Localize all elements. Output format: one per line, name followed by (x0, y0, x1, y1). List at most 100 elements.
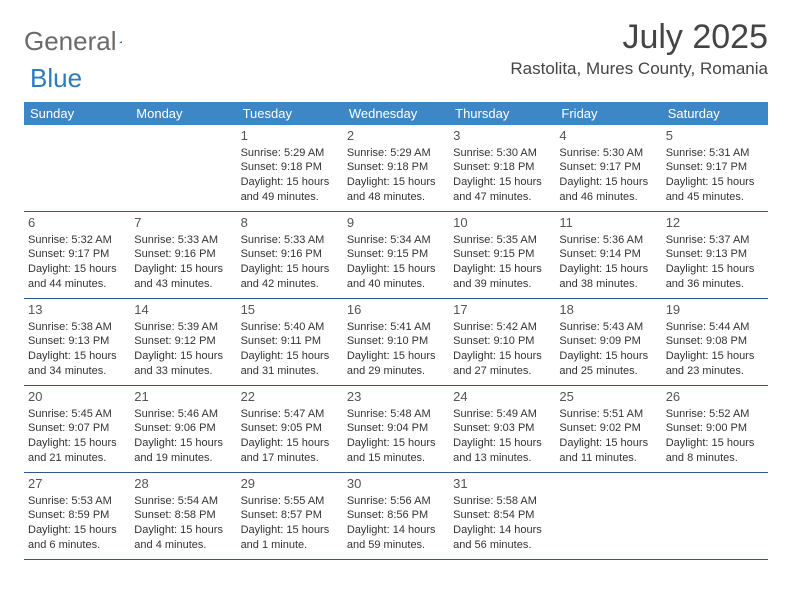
week-row: 27Sunrise: 5:53 AMSunset: 8:59 PM Dayligh… (24, 473, 768, 560)
daylight-line: Daylight: 15 hours and 42 minutes. (241, 262, 339, 292)
sunrise-line: Sunrise: 5:38 AM (28, 320, 126, 335)
weeks-container: 1Sunrise: 5:29 AMSunset: 9:18 PMDaylight… (24, 125, 768, 560)
weekday-cell: Sunday (24, 102, 130, 125)
day-number: 10 (453, 214, 551, 232)
day-number: 22 (241, 388, 339, 406)
day-number: 4 (559, 127, 657, 145)
weekday-cell: Thursday (449, 102, 555, 125)
sunset-line: Sunset: 8:57 PM (241, 508, 339, 523)
daylight-line: Daylight: 15 hours and 13 minutes. (453, 436, 551, 466)
sunset-line: Sunset: 8:56 PM (347, 508, 445, 523)
daylight-line: Daylight: 15 hours and 46 minutes. (559, 175, 657, 205)
day-cell: 13Sunrise: 5:38 AMSunset: 9:13 PMDayligh… (24, 299, 130, 385)
day-number: 11 (559, 214, 657, 232)
day-number: 20 (28, 388, 126, 406)
sunrise-line: Sunrise: 5:30 AM (559, 146, 657, 161)
day-number: 29 (241, 475, 339, 493)
sunset-line: Sunset: 8:59 PM (28, 508, 126, 523)
daylight-line: Daylight: 15 hours and 38 minutes. (559, 262, 657, 292)
day-number: 26 (666, 388, 764, 406)
daylight-line: Daylight: 15 hours and 34 minutes. (28, 349, 126, 379)
day-number: 23 (347, 388, 445, 406)
sunrise-line: Sunrise: 5:29 AM (347, 146, 445, 161)
sunset-line: Sunset: 8:58 PM (134, 508, 232, 523)
sunset-line: Sunset: 9:07 PM (28, 421, 126, 436)
sunrise-line: Sunrise: 5:33 AM (134, 233, 232, 248)
weekday-cell: Tuesday (237, 102, 343, 125)
day-number: 13 (28, 301, 126, 319)
day-cell: 3Sunrise: 5:30 AMSunset: 9:18 PMDaylight… (449, 125, 555, 211)
daylight-line: Daylight: 15 hours and 43 minutes. (134, 262, 232, 292)
sunset-line: Sunset: 9:18 PM (347, 160, 445, 175)
sunrise-line: Sunrise: 5:32 AM (28, 233, 126, 248)
month-title: July 2025 (510, 18, 768, 57)
sunrise-line: Sunrise: 5:33 AM (241, 233, 339, 248)
day-cell: 7Sunrise: 5:33 AMSunset: 9:16 PMDaylight… (130, 212, 236, 298)
sunset-line: Sunset: 9:03 PM (453, 421, 551, 436)
sunset-line: Sunset: 9:18 PM (241, 160, 339, 175)
day-number: 1 (241, 127, 339, 145)
day-cell: 10Sunrise: 5:35 AMSunset: 9:15 PMDayligh… (449, 212, 555, 298)
day-cell: 22Sunrise: 5:47 AMSunset: 9:05 PMDayligh… (237, 386, 343, 472)
sunset-line: Sunset: 9:16 PM (134, 247, 232, 262)
day-cell (662, 473, 768, 559)
daylight-line: Daylight: 15 hours and 8 minutes. (666, 436, 764, 466)
sunset-line: Sunset: 8:54 PM (453, 508, 551, 523)
day-cell: 31Sunrise: 5:58 AMSunset: 8:54 PMDayligh… (449, 473, 555, 559)
sunrise-line: Sunrise: 5:48 AM (347, 407, 445, 422)
sunrise-line: Sunrise: 5:51 AM (559, 407, 657, 422)
weekday-cell: Monday (130, 102, 236, 125)
logo: General (24, 18, 143, 57)
sunset-line: Sunset: 9:09 PM (559, 334, 657, 349)
sunrise-line: Sunrise: 5:58 AM (453, 494, 551, 509)
daylight-line: Daylight: 14 hours and 56 minutes. (453, 523, 551, 553)
sunset-line: Sunset: 9:17 PM (666, 160, 764, 175)
sunset-line: Sunset: 9:10 PM (347, 334, 445, 349)
week-row: 13Sunrise: 5:38 AMSunset: 9:13 PMDayligh… (24, 299, 768, 386)
day-cell: 25Sunrise: 5:51 AMSunset: 9:02 PMDayligh… (555, 386, 661, 472)
daylight-line: Daylight: 15 hours and 4 minutes. (134, 523, 232, 553)
sunset-line: Sunset: 9:12 PM (134, 334, 232, 349)
weekday-cell: Friday (555, 102, 661, 125)
sunrise-line: Sunrise: 5:49 AM (453, 407, 551, 422)
day-cell (555, 473, 661, 559)
sunrise-line: Sunrise: 5:30 AM (453, 146, 551, 161)
day-number: 14 (134, 301, 232, 319)
daylight-line: Daylight: 15 hours and 45 minutes. (666, 175, 764, 205)
logo-triangle-icon (119, 33, 122, 51)
day-number: 2 (347, 127, 445, 145)
daylight-line: Daylight: 15 hours and 47 minutes. (453, 175, 551, 205)
sunrise-line: Sunrise: 5:44 AM (666, 320, 764, 335)
day-number: 27 (28, 475, 126, 493)
sunset-line: Sunset: 9:14 PM (559, 247, 657, 262)
sunrise-line: Sunrise: 5:31 AM (666, 146, 764, 161)
sunset-line: Sunset: 9:08 PM (666, 334, 764, 349)
sunset-line: Sunset: 9:15 PM (453, 247, 551, 262)
daylight-line: Daylight: 15 hours and 44 minutes. (28, 262, 126, 292)
daylight-line: Daylight: 15 hours and 1 minute. (241, 523, 339, 553)
sunset-line: Sunset: 9:17 PM (559, 160, 657, 175)
sunrise-line: Sunrise: 5:35 AM (453, 233, 551, 248)
day-number: 30 (347, 475, 445, 493)
day-number: 21 (134, 388, 232, 406)
sunrise-line: Sunrise: 5:53 AM (28, 494, 126, 509)
weekday-header-row: SundayMondayTuesdayWednesdayThursdayFrid… (24, 102, 768, 125)
sunset-line: Sunset: 9:04 PM (347, 421, 445, 436)
day-cell: 18Sunrise: 5:43 AMSunset: 9:09 PMDayligh… (555, 299, 661, 385)
day-cell: 9Sunrise: 5:34 AMSunset: 9:15 PMDaylight… (343, 212, 449, 298)
sunset-line: Sunset: 9:16 PM (241, 247, 339, 262)
daylight-line: Daylight: 15 hours and 19 minutes. (134, 436, 232, 466)
day-cell: 16Sunrise: 5:41 AMSunset: 9:10 PMDayligh… (343, 299, 449, 385)
logo-text-blue: Blue (30, 63, 82, 94)
day-cell: 14Sunrise: 5:39 AMSunset: 9:12 PMDayligh… (130, 299, 236, 385)
sunrise-line: Sunrise: 5:39 AM (134, 320, 232, 335)
sunrise-line: Sunrise: 5:52 AM (666, 407, 764, 422)
day-cell: 1Sunrise: 5:29 AMSunset: 9:18 PMDaylight… (237, 125, 343, 211)
daylight-line: Daylight: 14 hours and 59 minutes. (347, 523, 445, 553)
calendar: SundayMondayTuesdayWednesdayThursdayFrid… (24, 102, 768, 560)
day-number: 6 (28, 214, 126, 232)
daylight-line: Daylight: 15 hours and 49 minutes. (241, 175, 339, 205)
daylight-line: Daylight: 15 hours and 29 minutes. (347, 349, 445, 379)
day-number: 5 (666, 127, 764, 145)
sunset-line: Sunset: 9:11 PM (241, 334, 339, 349)
